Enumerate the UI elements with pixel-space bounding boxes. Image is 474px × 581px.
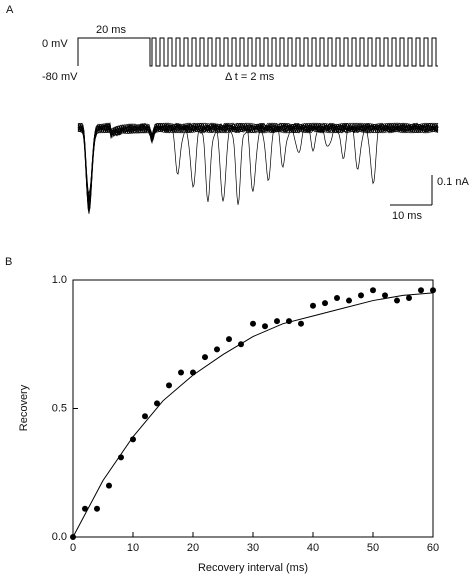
x-axis-title: Recovery interval (ms): [198, 562, 308, 574]
data-point: [382, 292, 388, 299]
protocol: [77, 37, 438, 67]
data-point: [142, 413, 148, 420]
data-point: [106, 482, 112, 489]
traces: [77, 122, 439, 214]
data-point: [82, 505, 88, 512]
x-tick-label: 50: [367, 542, 379, 554]
data-point: [262, 323, 268, 330]
plot-frame: [72, 279, 434, 538]
current-trace: [78, 122, 439, 209]
current-trace: [77, 122, 439, 206]
data-point: [298, 320, 304, 327]
y-tick-label: 0.0: [52, 531, 67, 543]
data-point: [370, 287, 376, 294]
x-tick-label: 20: [187, 542, 199, 554]
panel-label: B: [5, 256, 12, 268]
data-point: [310, 302, 316, 309]
data-point: [334, 294, 340, 301]
current-trace: [77, 122, 439, 202]
level-label: 0 mV: [42, 38, 68, 50]
data-point: [130, 436, 136, 443]
data-point: [94, 505, 100, 512]
data-point: [418, 287, 424, 294]
x-tick-label: 10: [127, 542, 139, 554]
current-trace: [77, 122, 439, 202]
y-axis-title: Recovery: [18, 384, 30, 431]
data-point: [430, 287, 436, 294]
data-point: [154, 400, 160, 407]
current-trace: [77, 122, 439, 212]
data-point: [214, 346, 220, 353]
data-point: [238, 341, 244, 348]
current-trace: [77, 122, 439, 203]
data-point: [394, 297, 400, 304]
current-trace: [77, 122, 439, 205]
scale-label: 10 ms: [392, 210, 422, 222]
data-point: [274, 318, 280, 325]
data-point: [202, 354, 208, 361]
data-point: [322, 300, 328, 307]
scale-label: 0.1 nA: [437, 176, 469, 188]
data-point: [250, 320, 256, 327]
data-point: [118, 454, 124, 461]
current-trace: [77, 122, 439, 198]
x-tick-label: 30: [247, 542, 259, 554]
x-tick-label: 0: [70, 542, 76, 554]
data-point: [346, 297, 352, 304]
current-trace: [77, 122, 439, 207]
data-point: [166, 382, 172, 389]
y-tick-label: 1.0: [52, 274, 67, 286]
x-tick-label: 40: [307, 542, 319, 554]
data-point: [358, 292, 364, 299]
protocol-line: [77, 37, 438, 67]
data-point: [406, 294, 412, 301]
current-trace: [77, 122, 439, 214]
fit-curve: [72, 292, 434, 538]
level-label: -80 mV: [42, 71, 78, 83]
x-tick-label: 60: [427, 542, 439, 554]
data-point: [226, 336, 232, 343]
y-tick-label: 0.5: [52, 402, 67, 414]
pulse-label: 20 ms: [96, 24, 126, 36]
current-trace: [77, 122, 439, 209]
panel-label: A: [6, 4, 14, 16]
data-point: [178, 369, 184, 376]
interval-label: Δ t = 2 ms: [225, 71, 275, 83]
data-point: [286, 318, 292, 325]
data-point: [190, 369, 196, 376]
data-point: [70, 534, 76, 540]
current-trace: [77, 122, 439, 210]
current-trace: [77, 122, 439, 204]
